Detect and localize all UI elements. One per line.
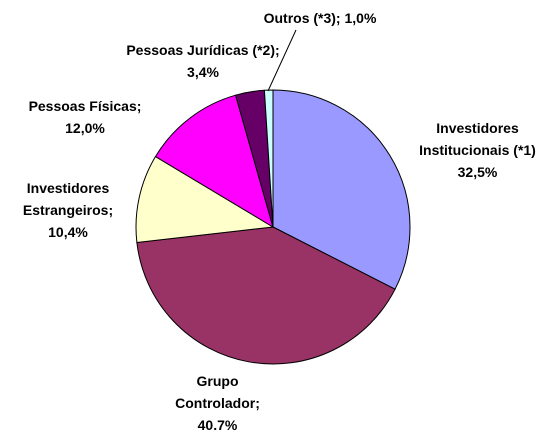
category-label: Investidores Estrangeiros; — [22, 180, 114, 218]
pie-slice — [135, 155, 275, 244]
value-label: 1,0% — [344, 10, 377, 26]
pie-slice — [272, 89, 411, 290]
value-label: 40.7% — [197, 417, 238, 430]
pie-slice — [154, 94, 274, 229]
slice-label: Outros (*3); 1,0% — [220, 7, 420, 29]
category-label: Pessoas Físicas; — [28, 98, 142, 114]
pie-slice — [136, 226, 396, 365]
category-label: Grupo Controlador; — [175, 373, 260, 411]
leader-line — [267, 29, 297, 92]
value-label: 32,5% — [457, 164, 498, 180]
category-label: Pessoas Jurídicas (*2); — [126, 42, 280, 58]
slice-label: Grupo Controlador; 40.7% — [160, 370, 275, 430]
value-label: 10,4% — [48, 224, 88, 240]
slice-label: Pessoas Físicas; 12,0% — [5, 95, 165, 139]
slice-label: Investidores Institucionais (*1) 32,5% — [395, 117, 551, 183]
value-label: 12,0% — [65, 120, 105, 136]
slice-label: Investidores Estrangeiros; 10,4% — [3, 177, 133, 243]
category-label: Investidores Institucionais (*1) — [419, 120, 536, 158]
slice-label: Pessoas Jurídicas (*2); 3,4% — [118, 39, 288, 83]
value-label: 3,4% — [187, 64, 219, 80]
category-label: Outros (*3); — [263, 10, 341, 26]
